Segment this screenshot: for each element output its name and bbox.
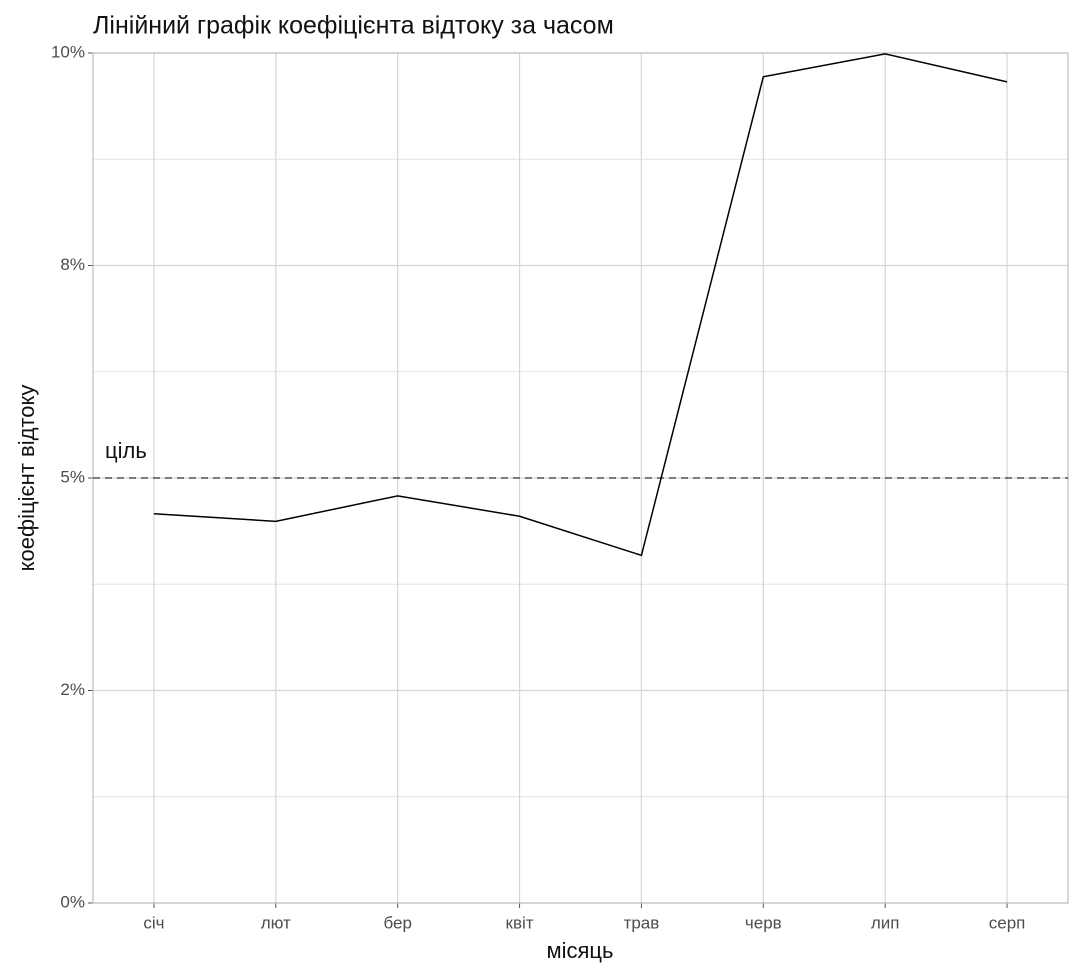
x-tick-label: серп <box>989 913 1026 932</box>
x-tick-label: квіт <box>506 913 534 932</box>
x-tick-label: січ <box>143 913 164 932</box>
y-tick-label: 10% <box>51 42 85 61</box>
x-tick-label: лип <box>871 913 900 932</box>
y-tick-label: 0% <box>60 892 85 911</box>
target-annotation: ціль <box>105 438 147 463</box>
y-axis-title: коефіцієнт відтоку <box>14 385 39 572</box>
y-tick-label: 2% <box>60 680 85 699</box>
x-tick-label: бер <box>383 913 411 932</box>
x-tick-label: черв <box>745 913 782 932</box>
x-tick-label: лют <box>261 913 291 932</box>
y-tick-label: 8% <box>60 255 85 274</box>
chart-title: Лінійний графік коефіцієнта відтоку за ч… <box>93 12 614 40</box>
x-axis-title: місяць <box>547 938 614 963</box>
line <box>153 53 1008 557</box>
y-tick-label: 5% <box>60 467 85 486</box>
x-tick-label: трав <box>624 913 660 932</box>
